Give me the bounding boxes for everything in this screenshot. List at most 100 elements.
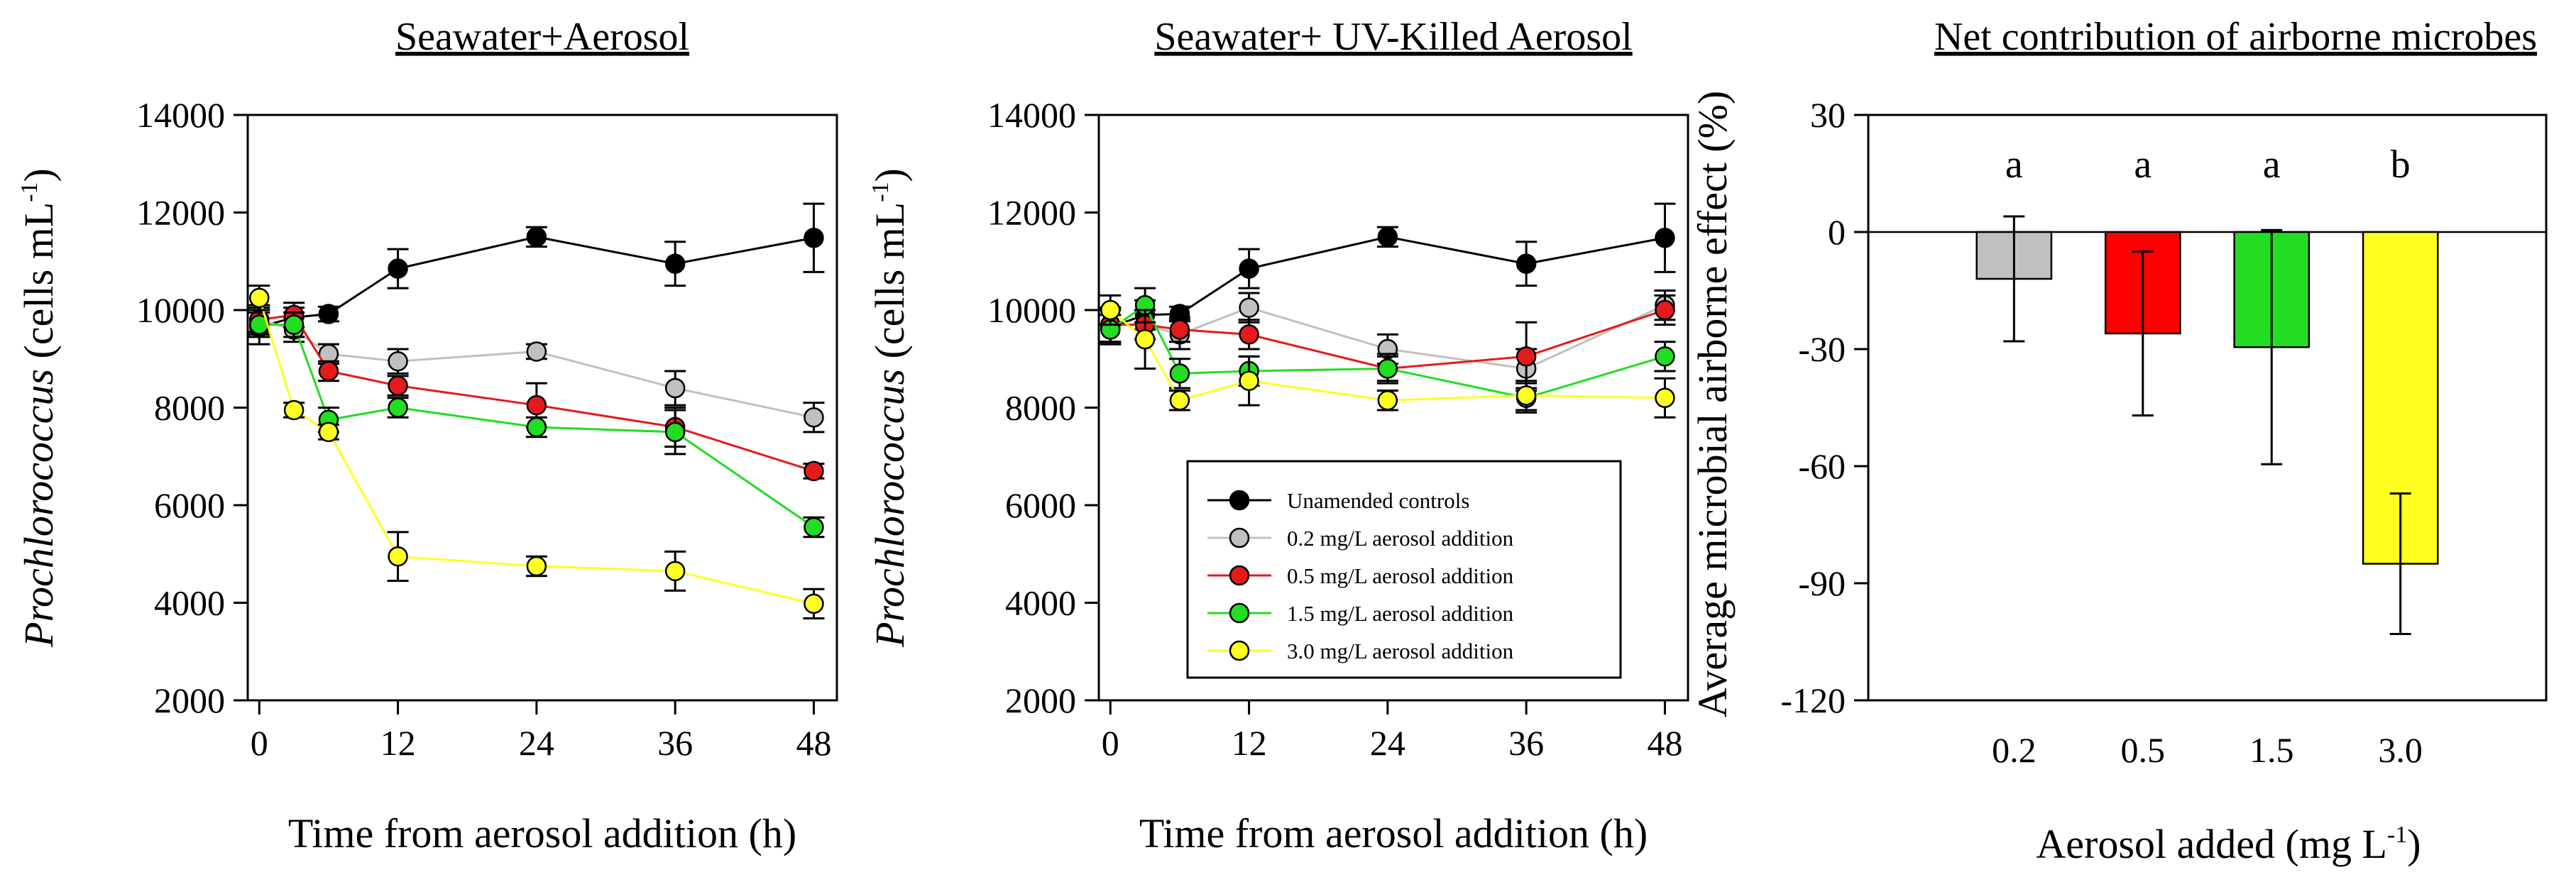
legend-label: 3.0 mg/L aerosol addition	[1287, 639, 1514, 663]
data-point	[318, 421, 339, 443]
data-point	[283, 314, 305, 335]
y-tick-label: -120	[1780, 680, 1846, 720]
x-category-label: 0.2	[1992, 730, 2037, 770]
data-point	[804, 228, 824, 248]
y-axis-label-space	[16, 358, 62, 369]
x-tick-label: 48	[1647, 723, 1682, 763]
data-point	[1377, 358, 1398, 379]
data-point	[1239, 324, 1259, 345]
y-tick-label: 14000	[136, 95, 225, 135]
data-point	[804, 407, 824, 428]
x-axis-label: Time from aerosol addition (h)	[1139, 810, 1648, 856]
y-tick-label: 10000	[136, 290, 225, 330]
y-tick-label: 4000	[1005, 583, 1076, 623]
y-tick-label: 14000	[987, 95, 1076, 135]
y-axis-label-italic: Prochlorococcus	[16, 369, 62, 648]
legend-label: Unamended controls	[1287, 488, 1469, 513]
data-point	[526, 341, 547, 362]
y-tick-label: 8000	[1005, 388, 1076, 428]
y-tick-label: 4000	[154, 583, 225, 623]
series-4	[248, 285, 825, 619]
data-point	[1134, 329, 1156, 350]
series-4	[1100, 294, 1676, 419]
series-line	[258, 236, 814, 329]
data-point	[526, 395, 547, 416]
data-point	[1655, 228, 1675, 248]
legend-marker	[1229, 602, 1250, 624]
x-tick-label: 0	[251, 723, 268, 763]
data-point	[526, 226, 547, 248]
data-point	[388, 375, 408, 396]
y-axis-label: Prochlorococcus (cells mL-1)	[867, 168, 913, 648]
x-axis-label-text: Aerosol added (mg L	[2036, 821, 2386, 867]
x-category-label: 0.5	[2121, 730, 2166, 770]
data-point	[283, 399, 305, 421]
x-tick-label: 36	[657, 723, 693, 763]
legend-marker	[1229, 490, 1250, 511]
chart-title: Net contribution of airborne microbes	[1934, 15, 2537, 59]
data-point	[1516, 385, 1537, 406]
data-point	[1377, 390, 1398, 411]
x-tick-label: 0	[1102, 723, 1119, 763]
data-point	[1169, 363, 1190, 384]
data-point	[1239, 297, 1259, 318]
panel-net-contribution: Net contribution of airborne microbes -12…	[1689, 15, 2548, 867]
legend: Unamended controls 0.2 mg/L aerosol addit…	[1186, 460, 1622, 679]
x-axis-label-sup: -1	[2387, 822, 2407, 848]
data-point	[1239, 370, 1259, 391]
data-point	[526, 417, 547, 438]
y-tick-label: -90	[1798, 563, 1846, 603]
legend-marker	[1229, 640, 1250, 661]
significance-label: a	[2134, 143, 2152, 187]
data-point	[388, 258, 408, 279]
x-tick-label: 36	[1508, 723, 1544, 763]
y-tick-label: 6000	[154, 485, 225, 525]
data-point	[388, 397, 408, 418]
y-axis-label-close: )	[16, 168, 62, 182]
data-point	[664, 421, 686, 443]
y-axis-label-sup: -1	[867, 182, 894, 202]
data-point	[1377, 226, 1398, 248]
y-axis-label-italic: Prochlorococcus	[867, 369, 913, 648]
data-point	[664, 253, 686, 274]
legend-marker	[1229, 565, 1250, 586]
y-axis-label-close: )	[867, 168, 913, 182]
legend-label: 0.2 mg/L aerosol addition	[1287, 526, 1514, 551]
x-tick-label: 12	[1232, 723, 1267, 763]
data-point	[318, 360, 339, 382]
significance-label: a	[2263, 143, 2281, 187]
y-tick-label: -60	[1798, 446, 1846, 486]
data-point	[1239, 258, 1259, 279]
x-axis-label: Aerosol added (mg L-1)	[2036, 821, 2421, 867]
y-axis-label: Average microbial airborne effect (%)	[1689, 91, 1736, 717]
legend-frame	[1186, 460, 1622, 679]
data-point	[1100, 299, 1121, 321]
data-point	[1655, 387, 1675, 408]
y-tick-label: 6000	[1005, 485, 1076, 525]
data-point	[1516, 346, 1537, 367]
data-point	[526, 556, 547, 577]
y-axis-label-units: (cells mL	[867, 202, 913, 359]
data-point	[664, 561, 686, 582]
data-point	[249, 287, 270, 309]
y-axis-label-units: (cells mL	[16, 202, 62, 359]
x-tick-label: 12	[380, 723, 416, 763]
y-axis-label-sup: -1	[16, 182, 43, 202]
x-tick-label: 48	[796, 723, 831, 763]
data-point	[388, 351, 408, 372]
series-line	[1109, 236, 1665, 329]
y-tick-label: 8000	[154, 388, 225, 428]
series-0	[248, 202, 825, 346]
data-point	[664, 377, 686, 399]
x-tick-label: 24	[1370, 723, 1405, 763]
y-tick-label: -30	[1798, 329, 1846, 369]
panel-seawater-aerosol: Seawater+Aerosol200040006000800010000120…	[16, 15, 838, 856]
y-tick-label: 30	[1810, 95, 1846, 135]
data-point	[1169, 390, 1190, 411]
legend-label: 1.5 mg/L aerosol addition	[1287, 601, 1514, 626]
x-axis-label: Time from aerosol addition (h)	[288, 810, 796, 856]
y-tick-label: 0	[1828, 212, 1846, 252]
y-tick-label: 12000	[987, 193, 1076, 233]
y-tick-label: 10000	[987, 290, 1076, 330]
